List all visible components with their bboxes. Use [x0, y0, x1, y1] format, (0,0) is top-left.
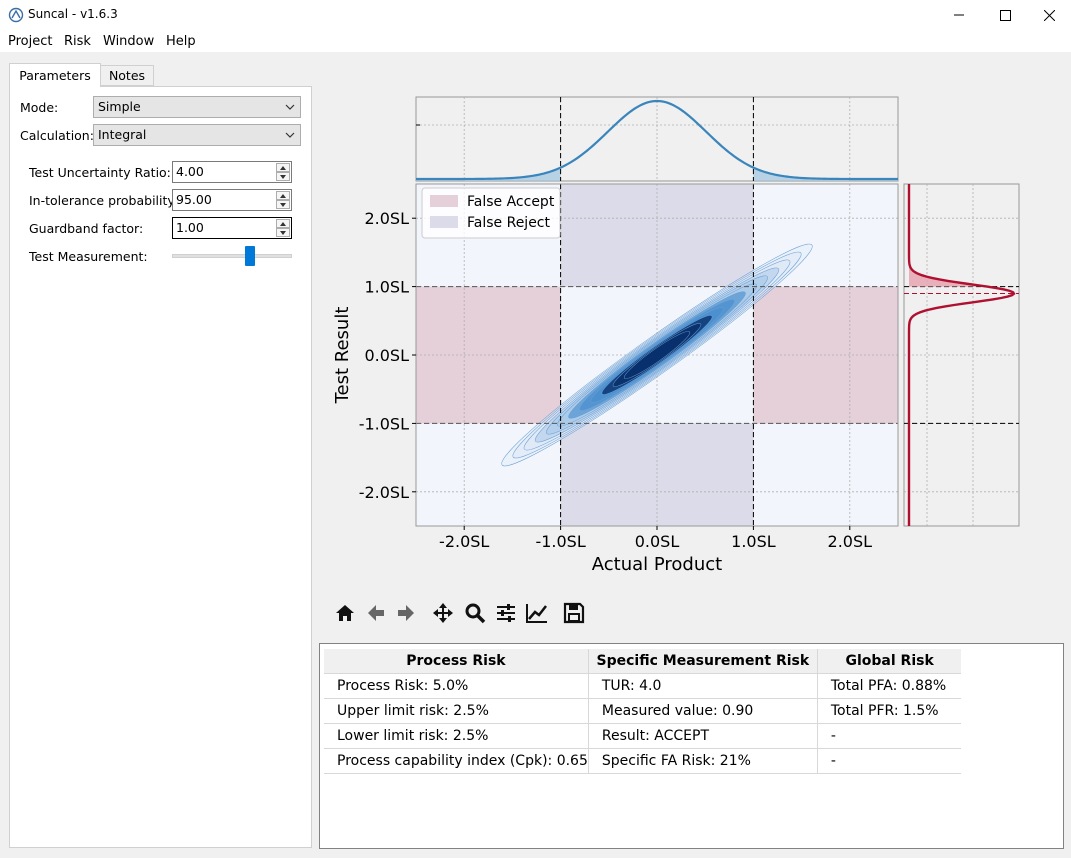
test-measurement-slider-handle[interactable] [245, 246, 255, 266]
table-cell: Process capability index (Cpk): 0.65 [324, 748, 589, 774]
minimize-icon [954, 14, 964, 16]
legend-label-false-reject: False Reject [467, 215, 551, 231]
x-axis-label: Actual Product [592, 554, 722, 575]
x-tick-label: 0.0SL [635, 532, 680, 551]
zoom-icon[interactable] [463, 601, 487, 625]
spin-down-icon[interactable] [276, 200, 290, 209]
menu-bar: Project Risk Window Help [0, 30, 1071, 52]
menu-window[interactable]: Window [103, 34, 155, 49]
pan-icon[interactable] [431, 601, 455, 625]
forward-icon[interactable] [394, 601, 418, 625]
guardband-label: Guardband factor: [29, 221, 144, 236]
table-cell: Lower limit risk: 2.5% [324, 723, 589, 749]
guardband-spinbox[interactable]: 1.00 [172, 217, 292, 239]
mode-label: Mode: [20, 100, 59, 115]
menu-risk[interactable]: Risk [64, 34, 91, 49]
configure-icon[interactable] [494, 601, 518, 625]
measurement-pdf-curve [907, 184, 1016, 526]
y-tick-label: -2.0SL [359, 483, 409, 502]
contour-group [501, 243, 813, 467]
tab-parameters[interactable]: Parameters [9, 63, 101, 87]
menu-project[interactable]: Project [8, 34, 53, 49]
legend: False Accept False Reject [421, 187, 561, 239]
tur-label: Test Uncertainty Ratio: [29, 165, 171, 180]
header-global-risk: Global Risk [817, 649, 962, 674]
mode-value: Simple [98, 99, 141, 114]
calculation-select[interactable]: Integral [93, 124, 301, 146]
table-cell: TUR: 4.0 [588, 673, 818, 699]
y-tick-label: -1.0SL [359, 414, 409, 433]
table-row: Process Risk: 5.0% TUR: 4.0 Total PFA: 0… [324, 673, 962, 699]
close-button[interactable] [1026, 0, 1071, 30]
table-cell: Measured value: 0.90 [588, 698, 818, 724]
maximize-button[interactable] [982, 0, 1028, 30]
table-row: Upper limit risk: 2.5% Measured value: 0… [324, 698, 962, 724]
title-bar: Suncal - v1.6.3 [0, 0, 1071, 30]
y-tick-label: 2.0SL [364, 209, 409, 228]
y-tick-label: 0.0SL [364, 346, 409, 365]
y-axis-label: Test Result [332, 307, 353, 405]
home-icon[interactable] [333, 601, 357, 625]
contour-ellipse [623, 331, 691, 379]
legend-label-false-accept: False Accept [467, 194, 555, 210]
itp-value: 95.00 [176, 192, 212, 207]
product-pdf-curve [415, 99, 899, 181]
window-title: Suncal - v1.6.3 [28, 7, 118, 21]
table-cell: - [817, 748, 962, 774]
table-cell: Total PFA: 0.88% [817, 673, 962, 699]
close-icon [1043, 9, 1055, 21]
table-cell: Process Risk: 5.0% [324, 673, 589, 699]
tab-parameters-label: Parameters [19, 68, 91, 83]
table-cell: Upper limit risk: 2.5% [324, 698, 589, 724]
x-tick-label: 1.0SL [731, 532, 776, 551]
results-panel: Process Risk Specific Measurement Risk G… [319, 643, 1064, 849]
x-tick-label: -1.0SL [535, 532, 585, 551]
spin-up-icon[interactable] [276, 163, 290, 172]
test-measurement-slider-track[interactable] [172, 254, 292, 258]
save-icon[interactable] [562, 601, 586, 625]
x-tick-label: 2.0SL [828, 532, 873, 551]
spin-down-icon[interactable] [276, 172, 290, 181]
parameters-panel [9, 86, 312, 848]
tur-spinbox[interactable]: 4.00 [172, 161, 292, 183]
table-cell: - [817, 723, 962, 749]
minimize-button[interactable] [936, 0, 982, 30]
edit-curves-icon[interactable] [525, 601, 549, 625]
legend-swatch-false-reject [430, 216, 458, 228]
itp-label: In-tolerance probability: [29, 193, 179, 208]
table-row: Process capability index (Cpk): 0.65 Spe… [324, 748, 962, 774]
guardband-value: 1.00 [176, 220, 204, 235]
spin-down-icon[interactable] [276, 228, 290, 237]
tab-notes-label: Notes [108, 68, 146, 83]
table-cell: Specific FA Risk: 21% [588, 748, 818, 774]
chevron-down-icon [285, 104, 295, 110]
header-process-risk: Process Risk [324, 649, 589, 674]
test-measurement-label: Test Measurement: [29, 249, 148, 264]
maximize-icon [999, 9, 1011, 21]
table-cell: Result: ACCEPT [588, 723, 818, 749]
table-cell: Total PFR: 1.5% [817, 698, 962, 724]
risk-plot-canvas: -2.0SL -1.0SL 0.0SL 1.0SL 2.0SL 2.0SL 1.0SL 0.0… [332, 96, 1020, 575]
measurement-tail-fill [909, 184, 988, 287]
calculation-label: Calculation: [20, 128, 94, 143]
chevron-down-icon [285, 132, 295, 138]
suncal-app-icon [8, 7, 24, 23]
false-reject-region-bottom [560, 423, 754, 526]
table-row: Lower limit risk: 2.5% Result: ACCEPT - [324, 723, 962, 749]
spin-up-icon[interactable] [276, 191, 290, 200]
tur-value: 4.00 [176, 164, 204, 179]
y-tick-label: 1.0SL [364, 278, 409, 297]
mode-select[interactable]: Simple [93, 96, 301, 118]
back-icon[interactable] [364, 601, 388, 625]
false-reject-region-top [560, 184, 754, 287]
spin-up-icon[interactable] [276, 219, 290, 228]
tab-notes[interactable]: Notes [100, 65, 154, 86]
itp-spinbox[interactable]: 95.00 [172, 189, 292, 211]
results-table: Process Risk Specific Measurement Risk G… [324, 649, 962, 774]
calculation-value: Integral [98, 127, 147, 142]
x-tick-label: -2.0SL [439, 532, 489, 551]
menu-help[interactable]: Help [166, 34, 196, 49]
header-specific-measurement-risk: Specific Measurement Risk [588, 649, 818, 674]
legend-swatch-false-accept [430, 195, 458, 207]
